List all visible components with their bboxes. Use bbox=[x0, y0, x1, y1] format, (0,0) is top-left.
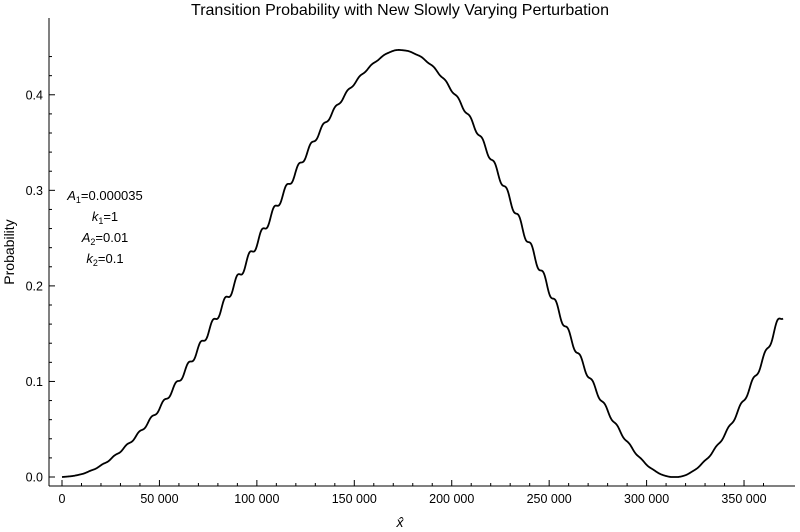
x-axis-label: x̂ bbox=[396, 514, 405, 530]
chart-title: Transition Probability with New Slowly V… bbox=[191, 2, 609, 19]
y-tick-label: 0.4 bbox=[26, 88, 43, 102]
annotation-line: k2=0.1 bbox=[86, 251, 123, 268]
y-tick-label: 0.1 bbox=[26, 375, 43, 389]
y-tick-label: 0.2 bbox=[26, 279, 43, 293]
y-tick-label: 0.0 bbox=[26, 471, 43, 485]
probability-curve bbox=[61, 49, 784, 478]
x-tick-label: 300 000 bbox=[624, 492, 669, 506]
axes bbox=[48, 18, 795, 487]
x-tick-label: 0 bbox=[59, 492, 66, 506]
y-tick-label: 0.3 bbox=[26, 184, 43, 198]
annotation-line: A2=0.01 bbox=[81, 230, 129, 247]
x-tick-label: 250 000 bbox=[527, 492, 572, 506]
x-tick-label: 100 000 bbox=[234, 492, 279, 506]
annotation-line: A1=0.000035 bbox=[66, 188, 143, 205]
x-tick-label: 350 000 bbox=[721, 492, 766, 506]
y-axis-label: Probability bbox=[1, 219, 17, 284]
x-tick-label: 150 000 bbox=[332, 492, 377, 506]
parameter-annotation: A1=0.000035 k1=1 A2=0.01 k2=0.1 bbox=[66, 188, 143, 268]
x-axis-ticks: 0 50 000 100 000 150 000 200 000 250 000 300 0… bbox=[59, 480, 767, 506]
y-axis-ticks: 0.0 0.1 0.2 0.3 0.4 bbox=[26, 56, 55, 485]
x-tick-label: 200 000 bbox=[429, 492, 474, 506]
x-tick-label: 50 000 bbox=[140, 492, 178, 506]
annotation-line: k1=1 bbox=[92, 209, 118, 226]
